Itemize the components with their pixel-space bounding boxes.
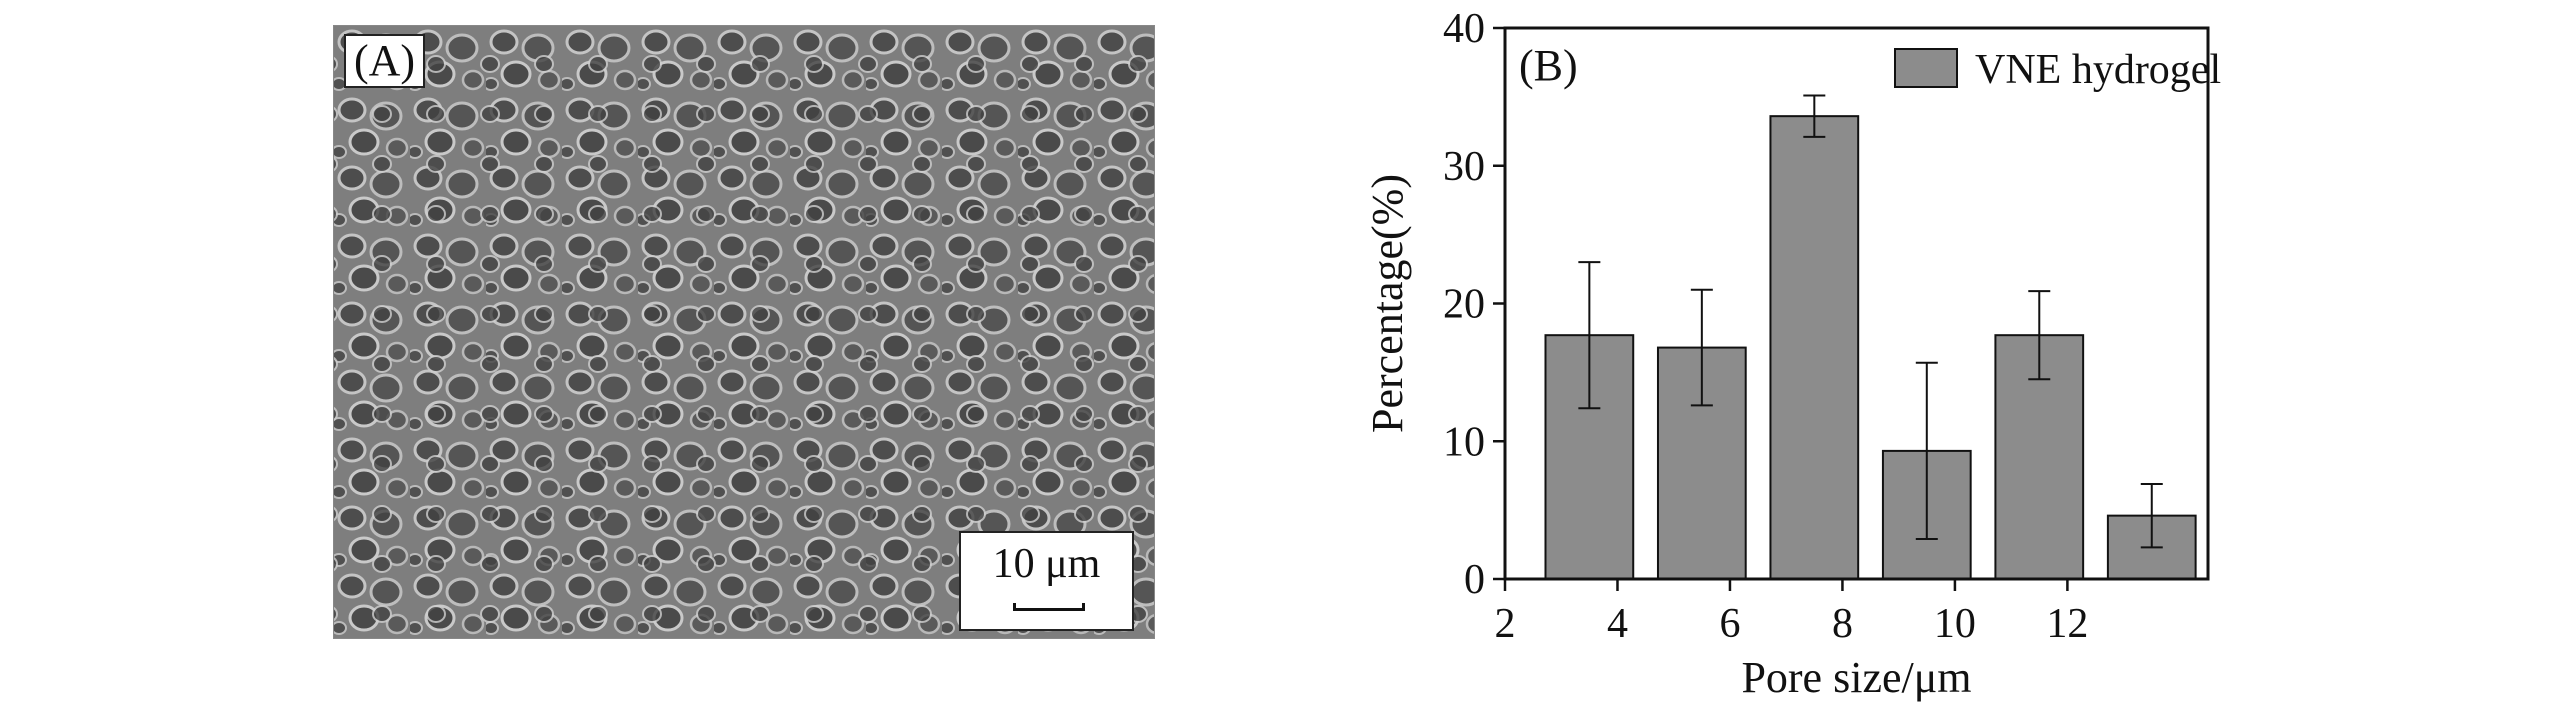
scale-bar: 10 μm xyxy=(959,531,1134,631)
y-tick-label: 40 xyxy=(1443,6,1485,52)
y-tick-label: 0 xyxy=(1464,557,1485,603)
legend-label-vne-hydrogel: VNE hydrogel xyxy=(1975,47,2221,93)
x-tick-label: 2 xyxy=(1495,601,1516,647)
y-tick-label: 20 xyxy=(1443,282,1485,328)
x-tick-label: 12 xyxy=(2046,601,2088,647)
scale-bar-label: 10 μm xyxy=(992,541,1101,587)
sem-micrograph-panel: (A) 10 μm xyxy=(333,25,1155,639)
x-tick-label: 10 xyxy=(1934,601,1976,647)
panel-b-label: (B) xyxy=(1519,41,1578,90)
scale-bar-line xyxy=(1013,603,1085,611)
x-tick-label: 6 xyxy=(1719,601,1740,647)
legend-swatch xyxy=(1894,48,1958,88)
y-tick-label: 10 xyxy=(1443,419,1485,465)
y-tick-label: 30 xyxy=(1443,144,1485,190)
y-axis-title: Percentage(%) xyxy=(1363,174,1412,433)
bar-3 xyxy=(1769,115,1860,580)
x-tick-label: 8 xyxy=(1832,601,1853,647)
x-axis-title: Pore size/μm xyxy=(1741,653,1971,702)
x-tick-label: 4 xyxy=(1607,601,1628,647)
panel-a-label: (A) xyxy=(344,34,426,88)
